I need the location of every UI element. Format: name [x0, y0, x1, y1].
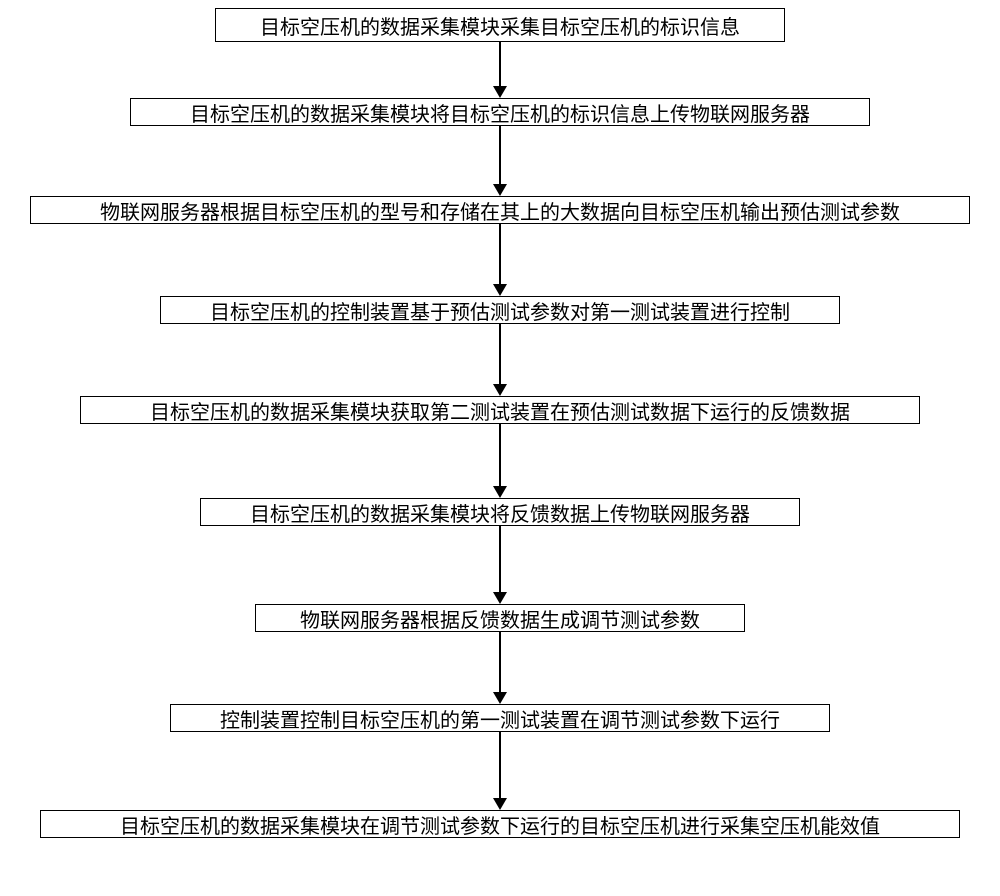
flowchart-arrow [493, 732, 507, 810]
flowchart-node-label: 物联网服务器根据反馈数据生成调节测试参数 [300, 604, 700, 633]
flowchart-node-step5: 目标空压机的数据采集模块获取第二测试装置在预估测试数据下运行的反馈数据 [80, 396, 920, 424]
flowchart-node-label: 目标空压机的数据采集模块获取第二测试装置在预估测试数据下运行的反馈数据 [150, 396, 850, 425]
flowchart-node-label: 目标空压机的控制装置基于预估测试参数对第一测试装置进行控制 [210, 296, 790, 325]
flowchart-arrow [493, 526, 507, 604]
flowchart-node-step6: 目标空压机的数据采集模块将反馈数据上传物联网服务器 [200, 498, 800, 526]
arrow-line [499, 424, 501, 486]
flowchart-arrow [493, 42, 507, 98]
arrow-line [499, 224, 501, 284]
flowchart-arrow [493, 224, 507, 296]
arrow-head-icon [493, 284, 507, 296]
flowchart-node-step1: 目标空压机的数据采集模块采集目标空压机的标识信息 [215, 8, 785, 42]
flowchart-arrow [493, 126, 507, 196]
flowchart-arrow [493, 632, 507, 704]
arrow-head-icon [493, 384, 507, 396]
flowchart-arrow [493, 424, 507, 498]
arrow-line [499, 42, 501, 86]
flowchart-node-step7: 物联网服务器根据反馈数据生成调节测试参数 [255, 604, 745, 632]
flowchart-node-label: 物联网服务器根据目标空压机的型号和存储在其上的大数据向目标空压机输出预估测试参数 [100, 196, 900, 225]
flowchart-node-step9: 目标空压机的数据采集模块在调节测试参数下运行的目标空压机进行采集空压机能效值 [40, 810, 960, 838]
arrow-line [499, 126, 501, 184]
flowchart-container: 目标空压机的数据采集模块采集目标空压机的标识信息目标空压机的数据采集模块将目标空… [30, 8, 970, 838]
arrow-line [499, 526, 501, 592]
flowchart-node-label: 目标空压机的数据采集模块将反馈数据上传物联网服务器 [250, 498, 750, 527]
flowchart-arrow [493, 324, 507, 396]
flowchart-node-step3: 物联网服务器根据目标空压机的型号和存储在其上的大数据向目标空压机输出预估测试参数 [30, 196, 970, 224]
flowchart-node-step2: 目标空压机的数据采集模块将目标空压机的标识信息上传物联网服务器 [130, 98, 870, 126]
flowchart-node-label: 目标空压机的数据采集模块采集目标空压机的标识信息 [260, 11, 740, 40]
flowchart-node-step4: 目标空压机的控制装置基于预估测试参数对第一测试装置进行控制 [160, 296, 840, 324]
arrow-line [499, 324, 501, 384]
arrow-line [499, 632, 501, 692]
flowchart-node-label: 目标空压机的数据采集模块将目标空压机的标识信息上传物联网服务器 [190, 98, 810, 127]
arrow-head-icon [493, 798, 507, 810]
flowchart-node-label: 目标空压机的数据采集模块在调节测试参数下运行的目标空压机进行采集空压机能效值 [120, 810, 880, 839]
arrow-head-icon [493, 184, 507, 196]
arrow-head-icon [493, 486, 507, 498]
arrow-head-icon [493, 592, 507, 604]
flowchart-node-step8: 控制装置控制目标空压机的第一测试装置在调节测试参数下运行 [170, 704, 830, 732]
arrow-line [499, 732, 501, 798]
arrow-head-icon [493, 86, 507, 98]
flowchart-node-label: 控制装置控制目标空压机的第一测试装置在调节测试参数下运行 [220, 704, 780, 733]
arrow-head-icon [493, 692, 507, 704]
